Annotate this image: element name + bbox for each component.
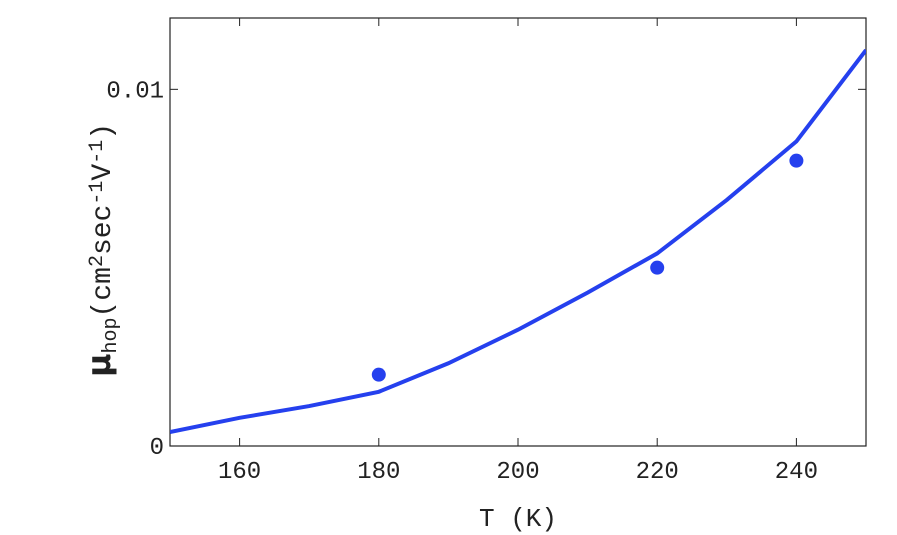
y-label-part: 2 [86, 255, 109, 267]
x-tick-label: 180 [357, 459, 400, 486]
y-label-part: -1 [86, 140, 109, 164]
y-label-part: μ [80, 353, 118, 377]
x-axis-label: T (K) [479, 504, 557, 534]
fit-curve [170, 48, 866, 435]
x-tick-label: 160 [218, 459, 261, 486]
y-tick-label: 0 [150, 435, 164, 462]
y-label-part: -1 [86, 181, 109, 205]
x-tick-label: 220 [636, 459, 679, 486]
y-label-part: V [88, 164, 119, 181]
x-tick-label: 240 [775, 459, 818, 486]
y-axis-label: μhop(cm2sec-1V-1) [80, 123, 123, 377]
y-label-part: (cm [88, 267, 119, 317]
y-label-part: ) [88, 123, 119, 140]
y-label-part: hop [100, 317, 123, 353]
x-tick-label: 200 [496, 459, 539, 486]
data-point [650, 260, 665, 275]
data-point [789, 153, 804, 168]
y-tick-label: 0.01 [106, 78, 164, 105]
y-label-part: sec [88, 205, 119, 255]
plot-frame [169, 17, 867, 447]
data-point [371, 367, 386, 382]
